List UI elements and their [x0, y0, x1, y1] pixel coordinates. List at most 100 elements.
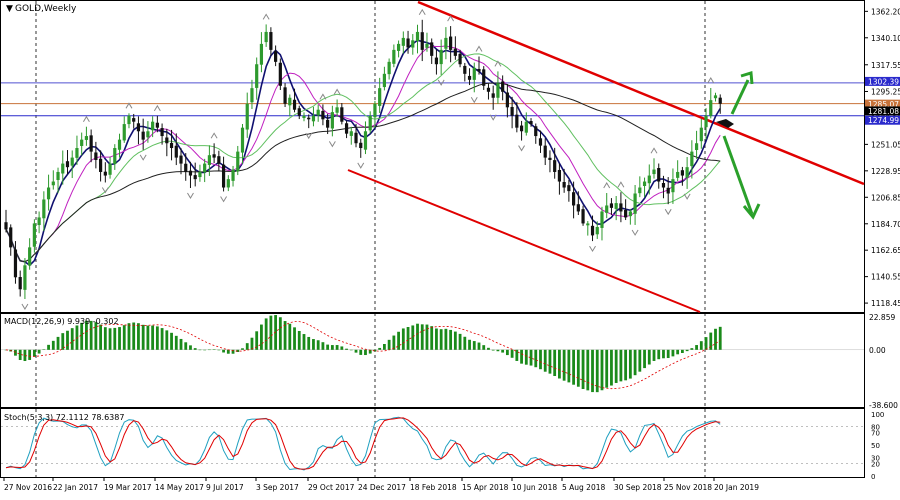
macd-bar	[32, 349, 36, 357]
candle-body	[165, 137, 169, 144]
candle-body	[633, 193, 637, 214]
date-tick-label: 27 Nov 2016	[4, 483, 52, 492]
macd-bar	[373, 349, 377, 352]
macd-bar	[160, 328, 164, 350]
candle-body	[330, 112, 334, 129]
macd-bar	[662, 349, 665, 359]
candle-body	[425, 43, 429, 48]
date-tick-label: 14 May 2017	[155, 483, 204, 492]
price-tick-label: 1295.25	[871, 87, 900, 96]
candle-body	[538, 138, 543, 146]
macd-bar	[524, 349, 528, 365]
macd-bar	[709, 332, 713, 350]
candle-body	[236, 151, 240, 172]
candle-body	[283, 87, 287, 104]
candle-body	[274, 51, 278, 62]
candle-body	[80, 139, 84, 146]
macd-bar	[89, 320, 93, 350]
vertical-gridlines	[35, 1, 706, 477]
candle-body	[624, 209, 628, 218]
macd-bar	[392, 335, 396, 350]
date-tick-label: 5 Aug 2018	[562, 483, 605, 492]
fractal-down-marker	[357, 162, 365, 169]
macd-bar	[174, 335, 178, 350]
macd-bar	[416, 323, 419, 350]
macd-bar	[411, 325, 415, 350]
fractal-up-marker	[82, 115, 90, 122]
candle-body	[482, 69, 486, 86]
macd-bar	[600, 349, 604, 391]
stoch-tick-label: 30	[871, 454, 880, 462]
candle-body	[122, 124, 126, 141]
macd-bar	[614, 349, 618, 383]
macd-bar	[387, 339, 391, 350]
candle-body	[231, 169, 235, 181]
macd-bar	[610, 349, 613, 386]
macd-bar	[354, 349, 358, 353]
arrow-down-line	[722, 135, 754, 215]
fractal-down-marker	[683, 193, 691, 200]
fractal-down-marker	[664, 208, 672, 216]
candle-body	[406, 38, 410, 48]
macd-bar	[283, 321, 287, 350]
macd-bar	[264, 318, 268, 350]
candle-body	[146, 131, 150, 138]
macd-bar	[671, 349, 675, 357]
macd-bar	[56, 336, 60, 350]
macd-bar	[212, 349, 216, 350]
candle-body	[344, 123, 349, 134]
candle-body	[515, 114, 519, 128]
macd-bar	[307, 336, 311, 350]
candle-body	[32, 223, 36, 247]
macd-bar	[624, 349, 628, 381]
macd-bar	[534, 349, 538, 368]
macd-tick-label: -38.600	[869, 401, 898, 410]
price-label-box	[865, 106, 900, 116]
fractal-up-marker	[617, 181, 625, 188]
stoch-tick-label: 0	[871, 473, 875, 481]
macd-bar	[444, 328, 448, 350]
macd-bar	[151, 325, 155, 350]
candle-body	[103, 171, 107, 176]
candle-body	[657, 168, 661, 182]
macd-bar	[439, 329, 443, 350]
candle-body	[434, 57, 439, 65]
macd-signal-line	[5, 321, 721, 390]
candle-body	[477, 68, 481, 72]
candle-body	[99, 158, 103, 172]
candle-body	[179, 155, 183, 164]
macd-bar	[591, 349, 594, 393]
title-arrow-icon[interactable]: ▼	[6, 4, 13, 14]
candle-body	[392, 49, 396, 64]
candle-body	[638, 187, 642, 194]
fractal-down-marker	[187, 192, 194, 199]
macd-bar	[288, 323, 292, 350]
candle-body	[628, 211, 632, 217]
candle-body	[449, 36, 453, 50]
arrow-down-head	[742, 203, 761, 220]
fractal-up-marker	[494, 60, 502, 67]
macd-bar	[198, 349, 202, 351]
candle-body	[652, 169, 656, 175]
macd-bar	[619, 349, 623, 382]
macd-bar	[491, 349, 495, 351]
macd-tick-label: 0.00	[869, 346, 886, 355]
candle-body	[543, 145, 547, 158]
candle-body	[590, 225, 595, 236]
macd-bar	[430, 326, 434, 350]
candle-body	[553, 160, 557, 172]
date-tick-label: 25 Nov 2018	[664, 483, 712, 492]
macd-bar	[482, 345, 486, 350]
candle-body	[524, 121, 528, 133]
macd-bar	[23, 349, 27, 362]
macd-bar	[359, 349, 363, 355]
price-label-box	[865, 76, 900, 86]
macd-bar	[458, 333, 462, 350]
candle-body	[614, 203, 618, 209]
macd-bar	[170, 332, 173, 350]
candle-body	[354, 132, 358, 144]
date-tick-label: 24 Dec 2017	[358, 483, 406, 492]
macd-bar	[638, 349, 642, 372]
candle-body	[212, 154, 216, 158]
candle-body	[680, 170, 684, 176]
